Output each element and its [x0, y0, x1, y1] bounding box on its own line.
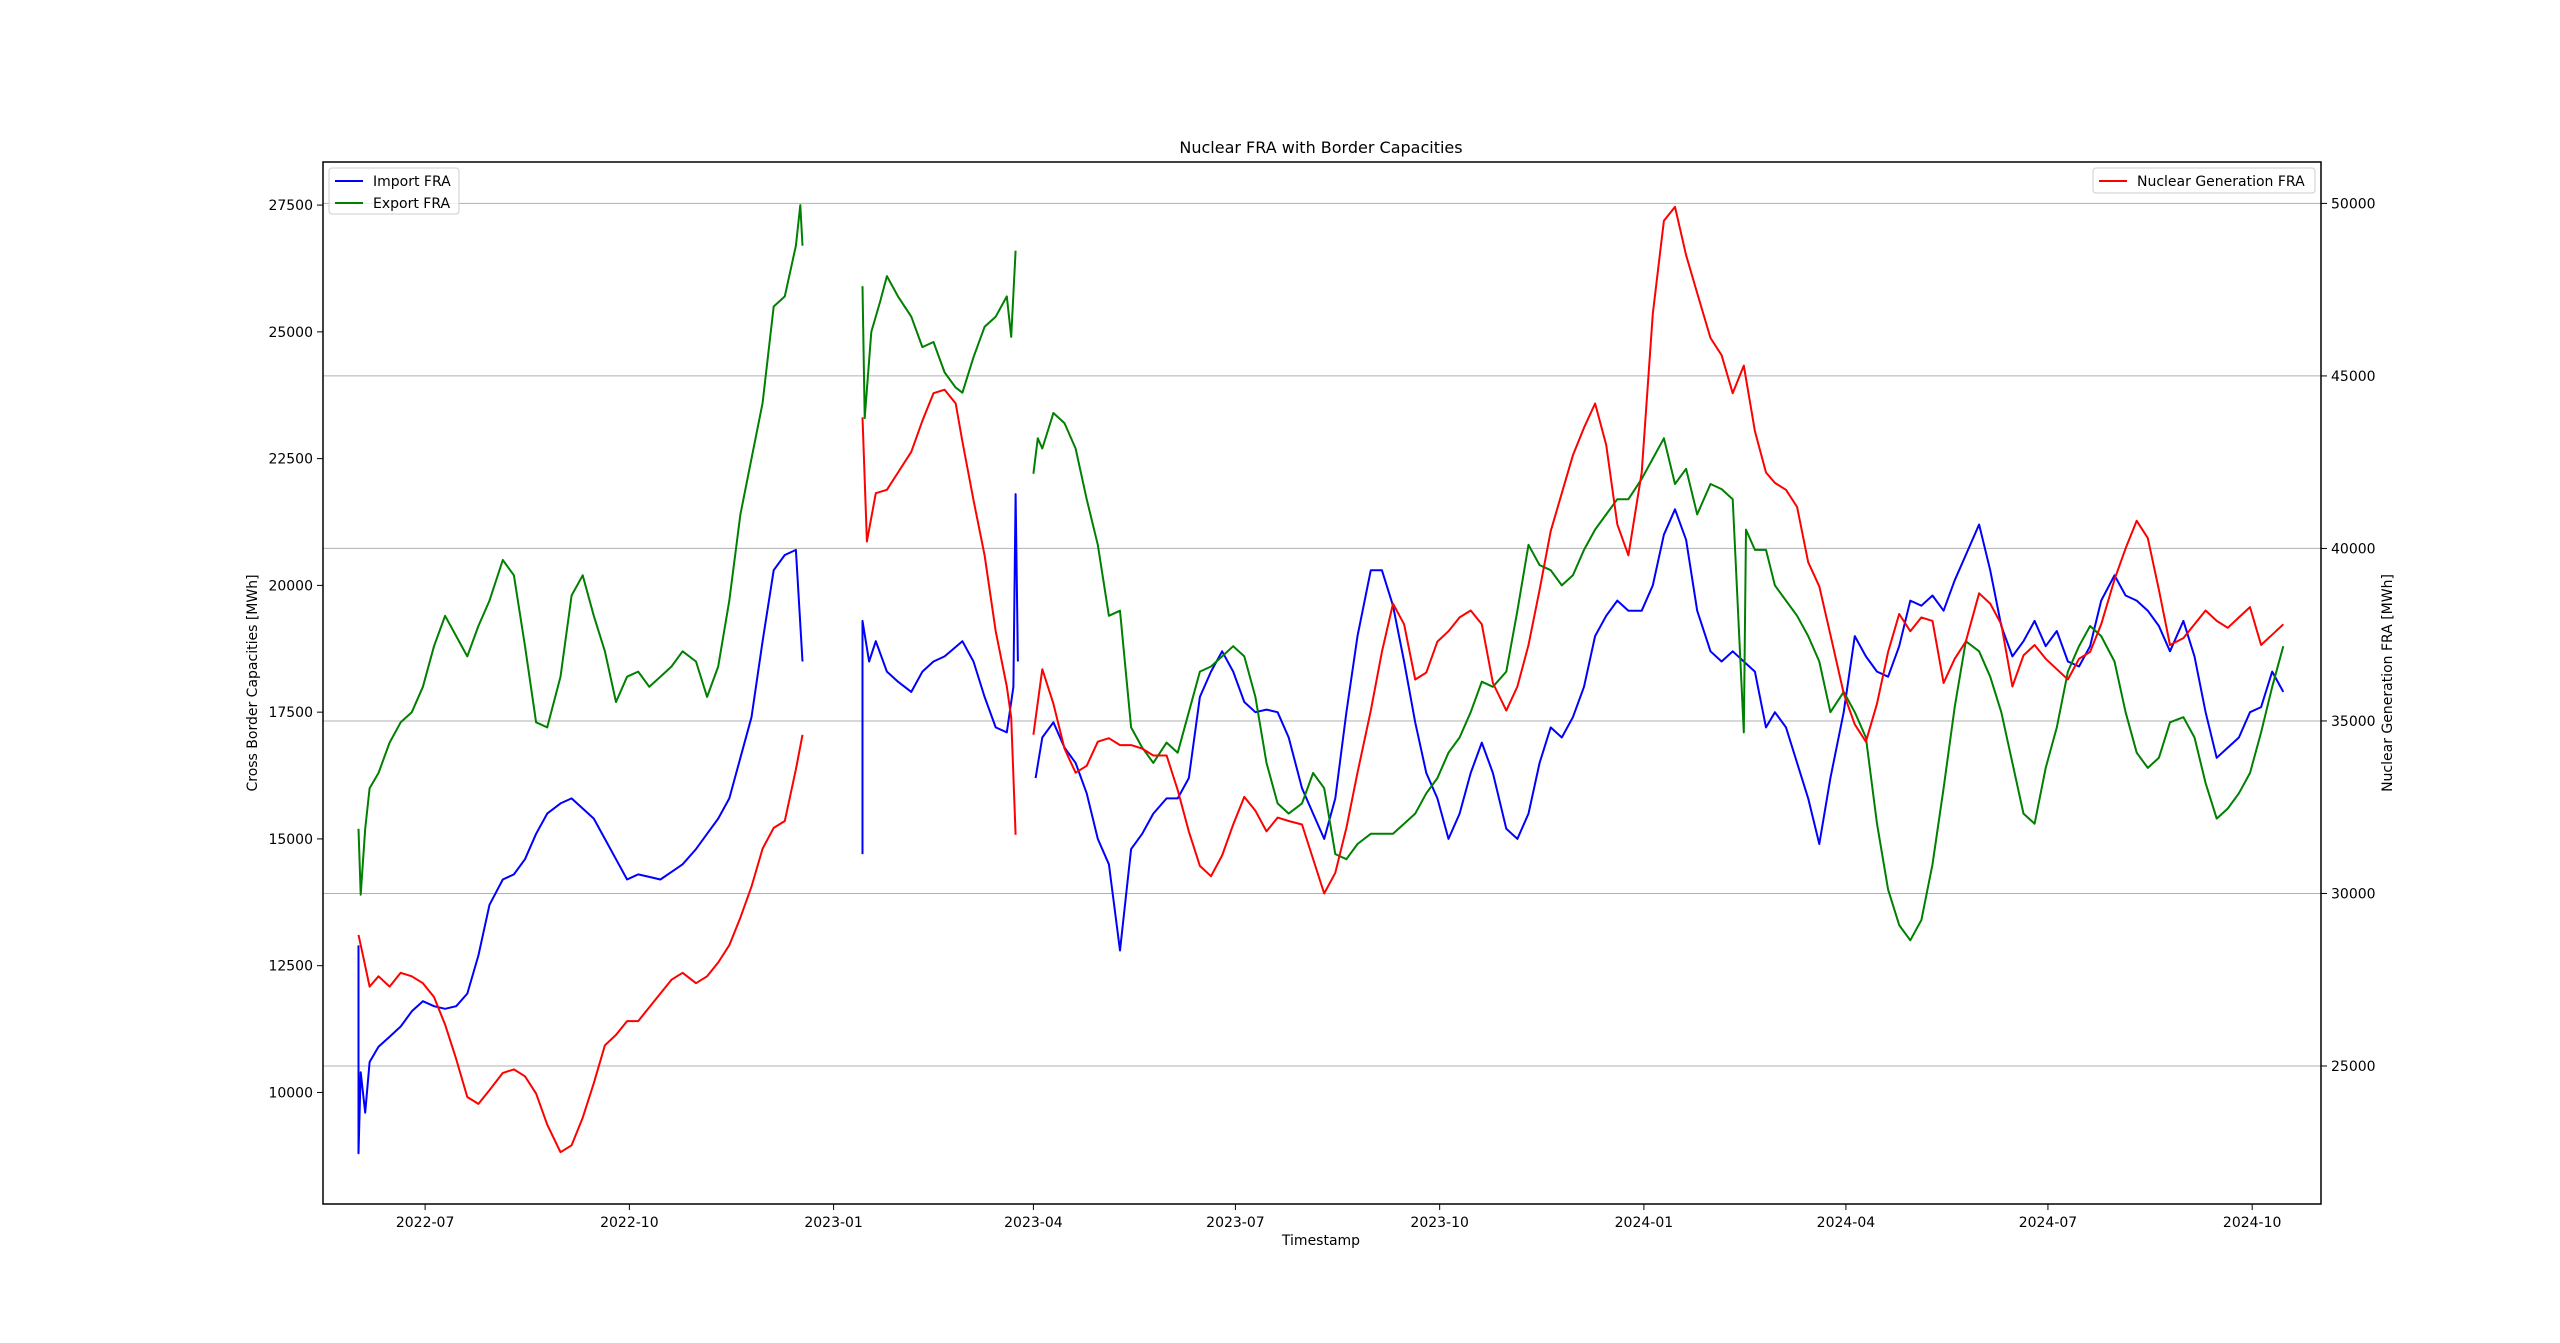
y-left-tick-label: 20000 — [268, 578, 313, 594]
y-axis-right-label: Nuclear Generation FRA [MWh] — [2380, 574, 2396, 792]
y-right-tick-label: 50000 — [2331, 196, 2376, 212]
x-axis: 2022-07 2022-10 2023-01 2023-04 2023-07 2023-… — [396, 1204, 2282, 1231]
legend-left: Import FRA Export FRA — [328, 167, 460, 215]
y-axis-left: 10000 12500 15000 17500 20000 22500 25000 27500 — [268, 198, 323, 1101]
plot-lines — [357, 204, 2285, 1155]
chart-title: Nuclear FRA with Border Capacities — [1179, 138, 1462, 157]
y-left-tick-label: 17500 — [268, 705, 313, 721]
y-axis-left-label: Cross Border Capacities [MWh] — [245, 574, 261, 791]
y-axis-right: 25000 30000 35000 40000 45000 50000 — [2321, 196, 2376, 1075]
x-tick-label: 2024-10 — [2223, 1215, 2282, 1231]
x-tick-label: 2022-10 — [600, 1215, 659, 1231]
series-line-nuclear-3 — [1032, 205, 2284, 895]
x-tick-label: 2023-07 — [1206, 1215, 1265, 1231]
y-left-tick-label: 15000 — [268, 832, 313, 848]
y-left-tick-label: 10000 — [268, 1085, 313, 1101]
x-tick-label: 2022-07 — [396, 1215, 455, 1231]
series-line-export-2 — [861, 250, 1017, 420]
right-axis-grid — [323, 202, 2321, 1067]
series-line-import-2 — [861, 493, 1019, 855]
y-right-tick-label: 30000 — [2331, 886, 2376, 902]
y-right-tick-label: 45000 — [2331, 369, 2376, 385]
x-axis-label: Timestamp — [1281, 1233, 1360, 1249]
series-line-export-1 — [357, 204, 804, 896]
y-left-tick-label: 12500 — [268, 959, 313, 975]
series-line-nuclear-1 — [357, 734, 804, 1154]
x-tick-label: 2023-04 — [1004, 1215, 1063, 1231]
x-tick-label: 2024-01 — [1615, 1215, 1674, 1231]
legend-label-import: Import FRA — [373, 174, 451, 190]
x-tick-label: 2024-04 — [1817, 1215, 1876, 1231]
legend-label-export: Export FRA — [373, 196, 450, 212]
plot-frame — [322, 161, 2322, 1205]
legend-label-nuclear: Nuclear Generation FRA — [2137, 174, 2305, 190]
x-tick-label: 2024-07 — [2019, 1215, 2078, 1231]
y-left-tick-label: 22500 — [268, 452, 313, 468]
y-left-tick-label: 27500 — [268, 198, 313, 214]
y-right-tick-label: 40000 — [2331, 541, 2376, 557]
series-line-import-1 — [357, 548, 804, 1155]
legend-right: Nuclear Generation FRA — [2092, 167, 2316, 194]
y-left-tick-label: 25000 — [268, 325, 313, 341]
x-tick-label: 2023-01 — [804, 1215, 863, 1231]
legend-right-box — [2092, 167, 2316, 194]
series-line-export-3 — [1032, 412, 2285, 942]
x-tick-label: 2023-10 — [1410, 1215, 1469, 1231]
y-right-tick-label: 35000 — [2331, 714, 2376, 730]
y-right-tick-label: 25000 — [2331, 1059, 2376, 1075]
series-line-import-3 — [1034, 508, 2285, 952]
series-line-nuclear-2 — [861, 388, 1017, 835]
